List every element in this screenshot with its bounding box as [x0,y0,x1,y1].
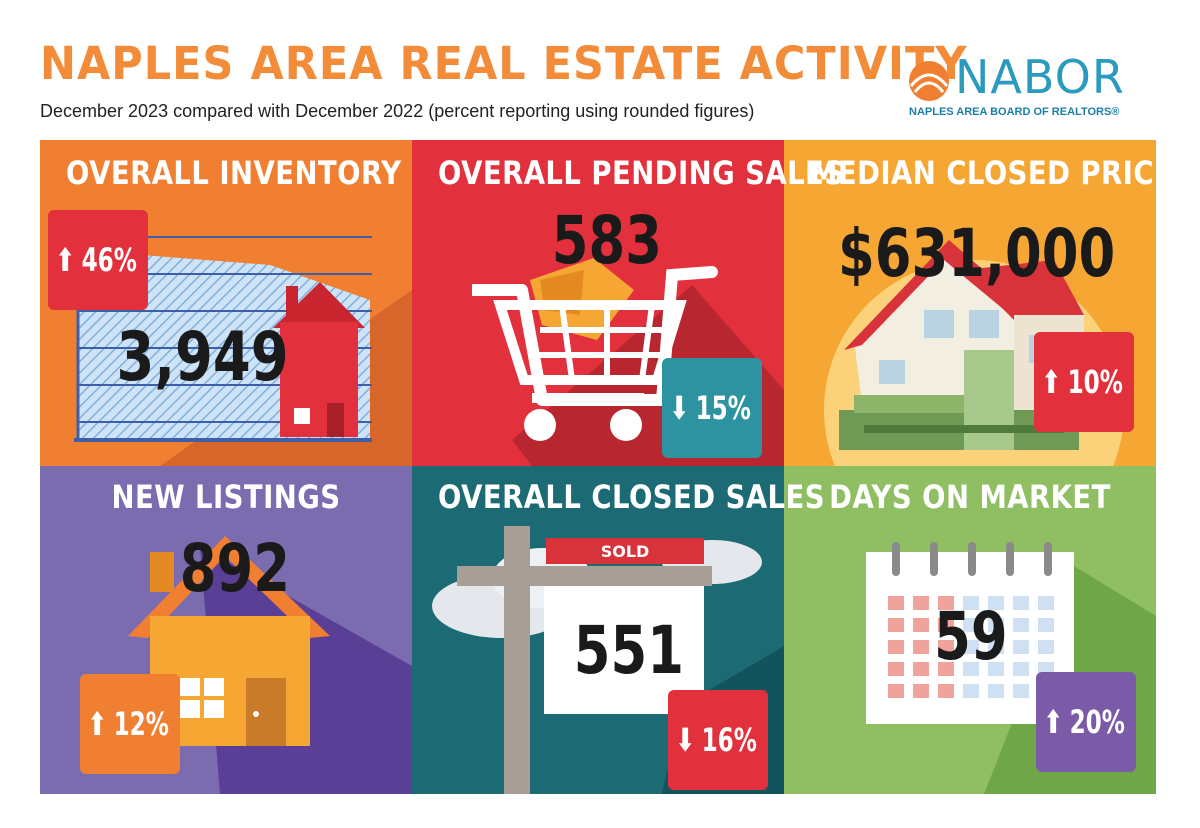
sold-sign-label: SOLD [600,542,650,561]
logo-tagline: NAPLES AREA BOARD OF REALTORS® [909,106,1120,118]
arrow-down-icon: ⬇ [675,721,696,759]
arrow-down-icon: ⬇ [669,389,690,427]
nabor-logo: NABOR NAPLES AREA BOARD OF REALTORS® [905,50,1165,126]
calendar-day-cell [888,640,904,654]
tile-median-closed-price-change-badge: ⬆ 10% [1034,332,1134,432]
calendar-day-cell [988,640,1004,654]
calendar-day-cell [988,662,1004,676]
calendar-day-cell [938,618,954,632]
calendar-day-cell [888,684,904,698]
tile-overall-pending-sales-label: OVERALL PENDING SALES [438,154,845,192]
calendar-day-cell [988,618,1004,632]
calendar-day-cell [1013,596,1029,610]
tile-overall-inventory-value: 3,949 [116,318,289,397]
tile-overall-inventory-label: OVERALL INVENTORY [66,154,402,192]
shell-logo-icon [909,61,949,101]
calendar-day-cell [988,684,1004,698]
calendar-day-cell [963,684,979,698]
calendar-day-cell [938,640,954,654]
calendar-day-cell [1013,684,1029,698]
tile-overall-closed-sales-value: 551 [573,612,685,689]
calendar-day-cell [1038,618,1054,632]
calendar-day-cell [1013,662,1029,676]
arrow-up-icon: ⬆ [87,705,108,743]
tile-overall-closed-sales-change: 16% [701,721,758,759]
arrow-up-icon: ⬆ [55,241,76,279]
tile-overall-closed-sales: SOLD [412,466,784,794]
tile-days-on-market-change: 20% [1069,703,1126,741]
tile-median-closed-price-label: MEDIAN CLOSED PRICE [810,154,1174,192]
calendar-day-cell [963,618,979,632]
tile-new-listings-value: 892 [179,530,291,607]
calendar-day-cell [963,596,979,610]
tile-overall-pending-sales-change: 15% [695,389,752,427]
arrow-up-icon: ⬆ [1041,363,1062,401]
calendar-day-cell [1013,640,1029,654]
tile-new-listings-label: NEW LISTINGS [111,478,341,516]
page-title: NAPLES AREA REAL ESTATE ACTIVITY [40,38,968,91]
calendar-day-cell [963,662,979,676]
calendar-day-cell [913,618,929,632]
calendar-day-cell [913,662,929,676]
calendar-day-cell [938,684,954,698]
calendar-day-cell [913,684,929,698]
tile-days-on-market-value: 59 [934,598,1008,675]
tile-overall-closed-sales-label: OVERALL CLOSED SALES [438,478,825,516]
calendar-day-cell [888,662,904,676]
calendar-day-cell [888,596,904,610]
tile-overall-closed-sales-change-badge: ⬇ 16% [668,690,768,790]
tile-overall-pending-sales-change-badge: ⬇ 15% [662,358,762,458]
calendar-day-cell [913,596,929,610]
calendar-day-cell [913,640,929,654]
page-subtitle: December 2023 compared with December 202… [40,101,755,121]
tile-median-closed-price-change: 10% [1067,363,1124,401]
house-icon [128,536,412,794]
calendar-day-cell [938,596,954,610]
tile-new-listings-change-badge: ⬆ 12% [80,674,180,774]
calendar-day-cell [938,662,954,676]
calendar-day-cell [888,618,904,632]
calendar-day-cell [1013,618,1029,632]
calendar-day-cell [988,596,1004,610]
calendar-day-cell [1038,640,1054,654]
tile-overall-pending-sales-value: 583 [551,202,663,279]
calendar-day-cell [1038,596,1054,610]
logo-wordmark: NABOR [955,50,1125,104]
tile-new-listings-change: 12% [113,705,170,743]
tile-days-on-market-label: DAYS ON MARKET [829,478,1111,516]
calendar-day-cell [963,640,979,654]
tile-overall-inventory-change-badge: ⬆ 46% [48,210,148,310]
tile-median-closed-price-value: $631,000 [838,215,1116,292]
arrow-up-icon: ⬆ [1043,703,1064,741]
tile-days-on-market-change-badge: ⬆ 20% [1036,672,1136,772]
tile-overall-inventory-change: 46% [81,241,138,279]
